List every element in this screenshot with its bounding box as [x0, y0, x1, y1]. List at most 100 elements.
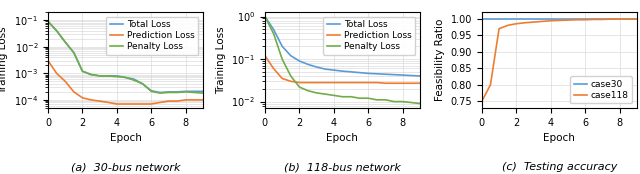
- Prediction Loss: [104, 101, 112, 104]
- case118: [486, 84, 494, 86]
- Total Loss: [347, 71, 355, 73]
- Total Loss: [122, 76, 129, 78]
- Y-axis label: Training Loss: Training Loss: [0, 26, 8, 94]
- case118: [547, 20, 554, 22]
- Legend: Total Loss, Prediction Loss, Penalty Loss: Total Loss, Prediction Loss, Penalty Los…: [106, 17, 198, 54]
- X-axis label: Epoch: Epoch: [326, 133, 358, 143]
- case30: [625, 18, 632, 20]
- case118: [564, 19, 572, 21]
- Penalty Loss: [52, 30, 60, 32]
- Total Loss: [164, 91, 172, 93]
- Line: case118: case118: [482, 19, 637, 101]
- case30: [564, 18, 572, 20]
- Prediction Loss: [399, 82, 406, 84]
- Total Loss: [321, 68, 329, 70]
- Total Loss: [416, 75, 424, 77]
- Total Loss: [173, 91, 181, 93]
- case118: [521, 22, 529, 24]
- Prediction Loss: [364, 82, 372, 84]
- case118: [538, 20, 546, 22]
- Total Loss: [199, 90, 207, 92]
- Total Loss: [182, 90, 189, 92]
- Penalty Loss: [87, 73, 95, 76]
- case30: [633, 18, 640, 20]
- Penalty Loss: [408, 101, 415, 104]
- case118: [616, 18, 623, 20]
- Total Loss: [52, 30, 60, 32]
- Total Loss: [131, 78, 138, 80]
- Total Loss: [339, 70, 346, 72]
- Line: Penalty Loss: Penalty Loss: [48, 21, 203, 93]
- Total Loss: [269, 28, 277, 30]
- Prediction Loss: [278, 77, 286, 80]
- Total Loss: [79, 70, 86, 72]
- Penalty Loss: [199, 92, 207, 94]
- Total Loss: [113, 75, 121, 77]
- Penalty Loss: [313, 92, 321, 94]
- Penalty Loss: [147, 90, 155, 92]
- Total Loss: [330, 69, 338, 71]
- Penalty Loss: [173, 91, 181, 93]
- Total Loss: [304, 63, 312, 65]
- case30: [573, 18, 580, 20]
- case30: [486, 18, 494, 20]
- Penalty Loss: [164, 91, 172, 93]
- Total Loss: [356, 72, 364, 74]
- Total Loss: [96, 75, 104, 77]
- Prediction Loss: [191, 99, 198, 101]
- Prediction Loss: [296, 82, 303, 84]
- Prediction Loss: [199, 99, 207, 101]
- Prediction Loss: [131, 103, 138, 105]
- case30: [556, 18, 563, 20]
- Penalty Loss: [304, 90, 312, 92]
- Line: Penalty Loss: Penalty Loss: [265, 17, 420, 104]
- Penalty Loss: [330, 94, 338, 96]
- case118: [573, 19, 580, 21]
- Total Loss: [61, 41, 69, 43]
- Legend: case30, case118: case30, case118: [570, 76, 632, 103]
- Total Loss: [313, 66, 321, 68]
- Total Loss: [390, 74, 398, 76]
- Total Loss: [156, 91, 164, 93]
- X-axis label: Epoch: Epoch: [109, 133, 141, 143]
- Penalty Loss: [113, 76, 121, 78]
- Penalty Loss: [191, 91, 198, 93]
- Penalty Loss: [131, 79, 138, 81]
- Total Loss: [87, 73, 95, 76]
- Prediction Loss: [139, 103, 147, 105]
- case30: [478, 18, 486, 20]
- Total Loss: [408, 74, 415, 77]
- Prediction Loss: [347, 82, 355, 84]
- case30: [590, 18, 598, 20]
- Prediction Loss: [61, 80, 69, 82]
- Prediction Loss: [147, 103, 155, 105]
- Penalty Loss: [122, 76, 129, 78]
- Penalty Loss: [287, 75, 294, 77]
- Y-axis label: Feasibility Ratio: Feasibility Ratio: [435, 19, 445, 101]
- Prediction Loss: [164, 100, 172, 102]
- Prediction Loss: [44, 60, 52, 62]
- case30: [521, 18, 529, 20]
- case30: [538, 18, 546, 20]
- Total Loss: [381, 73, 389, 75]
- Prediction Loss: [52, 72, 60, 74]
- Prediction Loss: [339, 82, 346, 84]
- Prediction Loss: [330, 82, 338, 84]
- case118: [590, 18, 598, 21]
- case118: [625, 18, 632, 20]
- case30: [530, 18, 538, 20]
- case118: [607, 18, 615, 20]
- Line: Prediction Loss: Prediction Loss: [48, 61, 203, 104]
- Total Loss: [287, 55, 294, 57]
- Penalty Loss: [104, 75, 112, 77]
- Y-axis label: Training Loss: Training Loss: [216, 26, 226, 94]
- Text: (b)  118-bus network: (b) 118-bus network: [284, 162, 401, 172]
- case30: [607, 18, 615, 20]
- Total Loss: [261, 15, 269, 18]
- Prediction Loss: [416, 82, 424, 84]
- Penalty Loss: [70, 52, 77, 54]
- Penalty Loss: [278, 58, 286, 60]
- Penalty Loss: [373, 99, 381, 101]
- Penalty Loss: [61, 41, 69, 43]
- Penalty Loss: [296, 86, 303, 88]
